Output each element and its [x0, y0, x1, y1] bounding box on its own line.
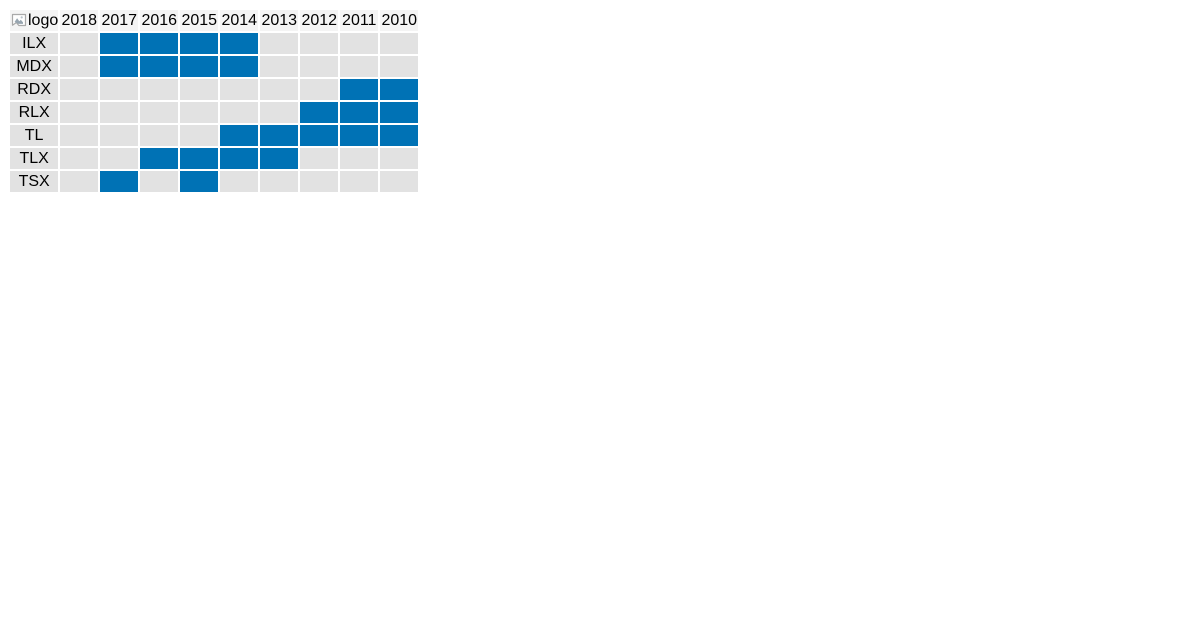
- matrix-cell: [100, 102, 139, 123]
- matrix-cell: [180, 125, 219, 146]
- model-row: TSX: [10, 171, 419, 192]
- matrix-cell: [260, 79, 299, 100]
- year-header: 2011: [340, 10, 379, 31]
- model-label: MDX: [10, 56, 59, 77]
- matrix-cell: [100, 125, 139, 146]
- matrix-cell: [300, 56, 339, 77]
- model-row: RDX: [10, 79, 419, 100]
- matrix-cell: [220, 33, 259, 54]
- year-header: 2014: [220, 10, 259, 31]
- matrix-cell: [340, 148, 379, 169]
- matrix-cell: [380, 102, 419, 123]
- year-header: 2010: [380, 10, 419, 31]
- model-row: TL: [10, 125, 419, 146]
- year-header: 2012: [300, 10, 339, 31]
- matrix-cell: [100, 56, 139, 77]
- model-label: RLX: [10, 102, 59, 123]
- matrix-cell: [220, 171, 259, 192]
- matrix-cell: [300, 102, 339, 123]
- matrix-cell: [100, 33, 139, 54]
- model-row: ILX: [10, 33, 419, 54]
- header-row: logo 2018 2017 2016 2015 2014 2013 2012 2011 201…: [10, 10, 419, 31]
- matrix-cell: [300, 79, 339, 100]
- model-label: RDX: [10, 79, 59, 100]
- matrix-cell: [100, 148, 139, 169]
- matrix-cell: [260, 33, 299, 54]
- matrix-cell: [220, 79, 259, 100]
- year-header: 2017: [100, 10, 139, 31]
- matrix-cell: [100, 79, 139, 100]
- matrix-cell: [380, 125, 419, 146]
- matrix-cell: [380, 171, 419, 192]
- logo-alt-text: logo: [28, 11, 59, 29]
- matrix-cell: [340, 102, 379, 123]
- matrix-cell: [140, 102, 179, 123]
- matrix-cell: [380, 56, 419, 77]
- matrix-cell: [180, 148, 219, 169]
- logo-cell: logo: [10, 10, 59, 31]
- matrix-cell: [300, 125, 339, 146]
- matrix-cell: [140, 148, 179, 169]
- matrix-cell: [300, 33, 339, 54]
- matrix-cell: [260, 102, 299, 123]
- broken-image-placeholder: logo: [10, 10, 58, 31]
- matrix-cell: [180, 79, 219, 100]
- matrix-cell: [260, 56, 299, 77]
- matrix-cell: [380, 33, 419, 54]
- matrix-cell: [220, 125, 259, 146]
- matrix-cell: [340, 171, 379, 192]
- matrix-cell: [60, 171, 99, 192]
- matrix-cell: [260, 171, 299, 192]
- broken-image-icon: [10, 13, 28, 28]
- year-header: 2018: [60, 10, 99, 31]
- matrix-cell: [260, 125, 299, 146]
- matrix-body: ILX MDX RDX RLX TL TLX TSX: [10, 33, 419, 192]
- year-header: 2016: [140, 10, 179, 31]
- model-label: TL: [10, 125, 59, 146]
- matrix-cell: [180, 102, 219, 123]
- matrix-cell: [140, 33, 179, 54]
- matrix-cell: [300, 148, 339, 169]
- model-row: RLX: [10, 102, 419, 123]
- model-label: TLX: [10, 148, 59, 169]
- matrix-cell: [180, 171, 219, 192]
- matrix-cell: [340, 79, 379, 100]
- matrix-cell: [380, 148, 419, 169]
- matrix-cell: [380, 79, 419, 100]
- matrix-cell: [140, 56, 179, 77]
- matrix-cell: [300, 171, 339, 192]
- matrix-cell: [180, 56, 219, 77]
- matrix-cell: [100, 171, 139, 192]
- matrix-cell: [60, 79, 99, 100]
- matrix-cell: [220, 148, 259, 169]
- matrix-cell: [220, 56, 259, 77]
- model-label: ILX: [10, 33, 59, 54]
- matrix-cell: [60, 102, 99, 123]
- year-header: 2013: [260, 10, 299, 31]
- matrix-cell: [340, 56, 379, 77]
- matrix-cell: [340, 33, 379, 54]
- matrix-cell: [140, 125, 179, 146]
- matrix-cell: [180, 33, 219, 54]
- matrix-cell: [60, 148, 99, 169]
- model-row: MDX: [10, 56, 419, 77]
- year-header: 2015: [180, 10, 219, 31]
- model-year-availability-table: logo 2018 2017 2016 2015 2014 2013 2012 2011 201…: [8, 8, 420, 194]
- matrix-cell: [260, 148, 299, 169]
- matrix-cell: [60, 33, 99, 54]
- model-row: TLX: [10, 148, 419, 169]
- matrix-cell: [340, 125, 379, 146]
- matrix-cell: [140, 171, 179, 192]
- model-label: TSX: [10, 171, 59, 192]
- matrix-cell: [60, 56, 99, 77]
- matrix-cell: [140, 79, 179, 100]
- matrix-cell: [60, 125, 99, 146]
- matrix-cell: [220, 102, 259, 123]
